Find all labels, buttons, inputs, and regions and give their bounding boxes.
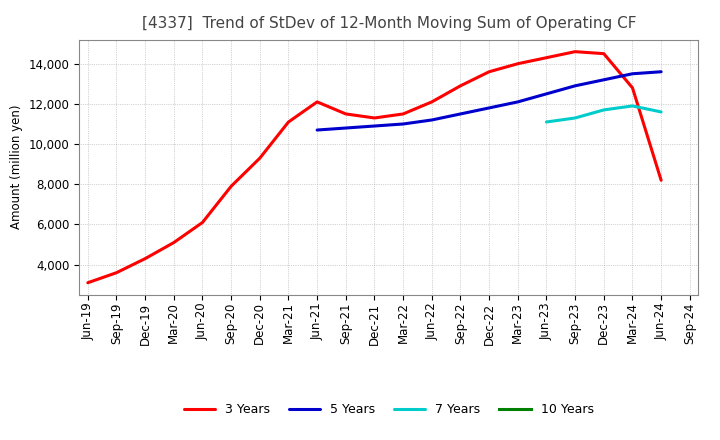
3 Years	[84, 280, 92, 286]
3 Years	[513, 61, 522, 66]
3 Years	[341, 111, 350, 117]
7 Years	[628, 103, 636, 109]
3 Years	[571, 49, 580, 54]
3 Years	[399, 111, 408, 117]
3 Years	[227, 183, 235, 189]
3 Years	[312, 99, 321, 105]
5 Years	[513, 99, 522, 105]
5 Years	[571, 83, 580, 88]
Title: [4337]  Trend of StDev of 12-Month Moving Sum of Operating CF: [4337] Trend of StDev of 12-Month Moving…	[142, 16, 636, 32]
7 Years	[600, 107, 608, 113]
5 Years	[428, 117, 436, 123]
3 Years	[657, 178, 665, 183]
5 Years	[312, 128, 321, 133]
3 Years	[485, 69, 493, 74]
3 Years	[284, 119, 293, 125]
7 Years	[571, 115, 580, 121]
3 Years	[628, 85, 636, 91]
Line: 3 Years: 3 Years	[88, 51, 661, 283]
Line: 7 Years: 7 Years	[546, 106, 661, 122]
5 Years	[600, 77, 608, 82]
3 Years	[600, 51, 608, 56]
3 Years	[428, 99, 436, 105]
3 Years	[256, 155, 264, 161]
5 Years	[456, 111, 465, 117]
5 Years	[628, 71, 636, 77]
3 Years	[456, 83, 465, 88]
3 Years	[112, 270, 121, 275]
3 Years	[141, 256, 150, 261]
5 Years	[341, 125, 350, 131]
5 Years	[657, 69, 665, 74]
3 Years	[169, 240, 178, 245]
7 Years	[542, 119, 551, 125]
5 Years	[370, 123, 379, 128]
3 Years	[542, 55, 551, 60]
3 Years	[198, 220, 207, 225]
5 Years	[485, 105, 493, 110]
3 Years	[370, 115, 379, 121]
5 Years	[399, 121, 408, 127]
Y-axis label: Amount (million yen): Amount (million yen)	[10, 105, 23, 229]
5 Years	[542, 91, 551, 96]
Line: 5 Years: 5 Years	[317, 72, 661, 130]
7 Years	[657, 109, 665, 114]
Legend: 3 Years, 5 Years, 7 Years, 10 Years: 3 Years, 5 Years, 7 Years, 10 Years	[179, 398, 598, 421]
